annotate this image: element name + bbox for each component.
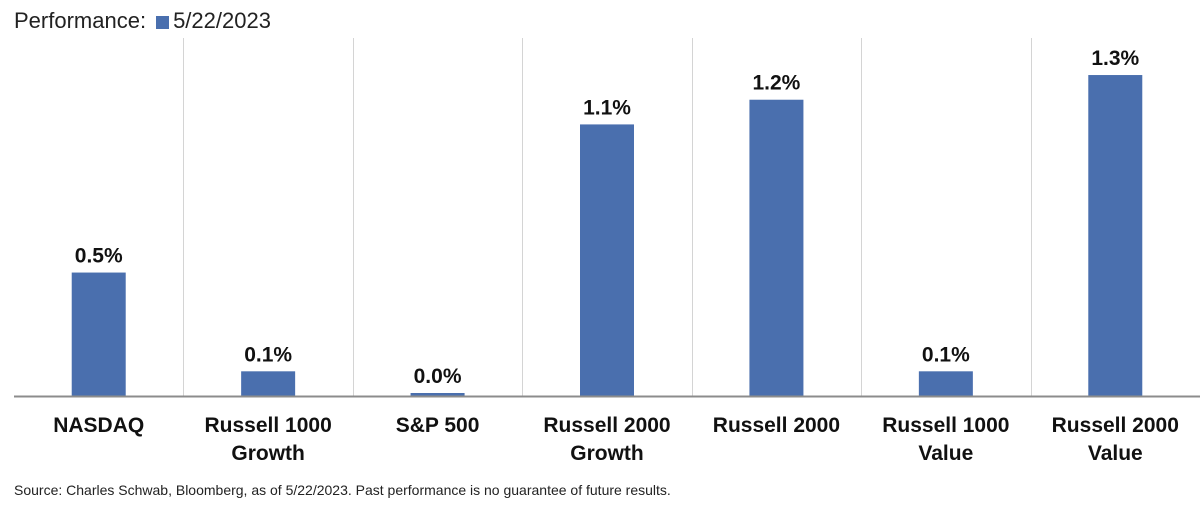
- data-label: 0.1%: [922, 343, 970, 366]
- data-label: 1.1%: [583, 96, 631, 119]
- bar: [71, 272, 126, 396]
- bar: [918, 371, 973, 396]
- legend-title: Performance:: [14, 8, 147, 33]
- data-label: 0.1%: [244, 343, 292, 366]
- category-label: NASDAQ: [53, 414, 144, 437]
- category-label: Russell 2000: [1052, 414, 1179, 437]
- data-label: 0.5%: [75, 245, 123, 268]
- category-label: Russell 2000: [543, 414, 670, 437]
- bar: [1088, 75, 1143, 396]
- chart-legend: Performance: 5/22/2023: [14, 6, 271, 36]
- category-label: Value: [1088, 442, 1143, 465]
- category-label: S&P 500: [396, 414, 480, 437]
- category-label: Value: [918, 442, 973, 465]
- data-label: 1.2%: [752, 72, 800, 95]
- bar: [410, 393, 465, 396]
- bar: [749, 99, 804, 397]
- data-label: 1.3%: [1091, 47, 1139, 70]
- legend-series-name: 5/22/2023: [173, 8, 271, 33]
- category-label: Growth: [231, 442, 305, 465]
- category-label: Growth: [570, 442, 644, 465]
- data-label: 0.0%: [414, 365, 462, 388]
- bar: [580, 124, 634, 397]
- category-label: Russell 1000: [205, 414, 332, 437]
- source-note: Source: Charles Schwab, Bloomberg, as of…: [14, 482, 671, 498]
- legend-swatch: [156, 15, 170, 29]
- bar: [241, 371, 296, 396]
- category-label: Russell 1000: [882, 414, 1009, 437]
- category-label: Russell 2000: [713, 414, 840, 437]
